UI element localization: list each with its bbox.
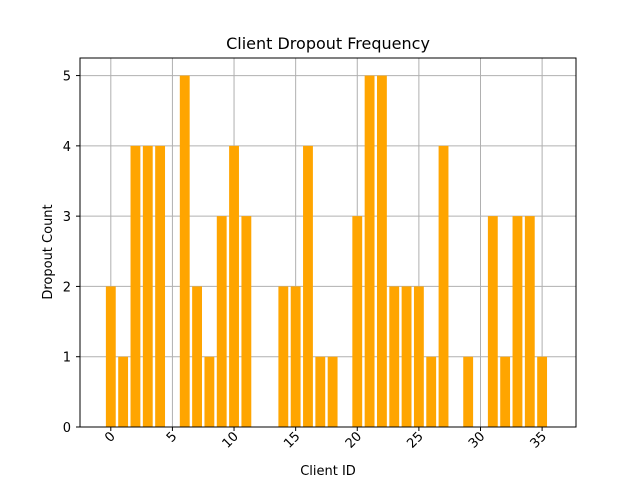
bar-client-34	[524, 216, 535, 427]
bar-client-22	[376, 75, 387, 428]
bar-client-33	[512, 216, 523, 427]
y-tick-label: 0	[63, 421, 71, 436]
x-axis-label: Client ID	[300, 464, 356, 479]
bar-client-0	[105, 286, 116, 427]
x-tick-label: 30	[466, 429, 488, 451]
bar-client-4	[155, 145, 166, 427]
bar-client-18	[327, 356, 338, 427]
x-tick-label: 35	[528, 429, 550, 451]
y-tick-label: 1	[63, 351, 71, 366]
y-axis-label: Dropout Count	[41, 204, 56, 299]
axes-frame	[79, 57, 577, 428]
y-tick-label: 5	[63, 70, 71, 85]
bar-client-21	[364, 75, 375, 428]
bar-client-1	[118, 356, 129, 427]
x-tick-label: 0	[102, 429, 118, 445]
bar-client-29	[463, 356, 474, 427]
bar-client-23	[389, 286, 400, 427]
chart-title: Client Dropout Frequency	[226, 34, 430, 53]
y-tick-label: 4	[63, 140, 71, 155]
bar-client-7	[192, 286, 202, 427]
bar-client-27	[438, 145, 449, 427]
bar-client-9	[216, 216, 227, 427]
bar-client-11	[241, 216, 252, 427]
bar-client-20	[352, 216, 363, 427]
bar-client-32	[500, 356, 511, 427]
x-tick-label: 20	[343, 429, 365, 451]
x-tick-label: 15	[281, 429, 303, 451]
bar-client-24	[401, 286, 412, 427]
y-tick-label: 2	[63, 280, 71, 295]
bar-client-8	[204, 356, 215, 427]
bar-client-26	[426, 356, 437, 427]
y-tick-label: 3	[63, 210, 71, 225]
y-axis-ticks: 0 1 2 3 4 5	[63, 70, 80, 436]
x-tick-label: 5	[164, 429, 180, 445]
bar-client-10	[229, 145, 239, 427]
bar-client-6	[179, 75, 190, 428]
bar-client-31	[487, 216, 498, 427]
x-tick-label: 25	[404, 429, 426, 451]
bar-client-16	[303, 145, 313, 427]
bar-client-14	[278, 286, 289, 427]
bars	[105, 75, 548, 428]
x-tick-label: 10	[220, 429, 242, 451]
bar-client-2	[130, 145, 141, 427]
bar-client-3	[142, 145, 153, 427]
bar-client-35	[537, 356, 548, 427]
x-axis-ticks: 0 5 10 15 20 25 30 35	[102, 427, 550, 452]
bar-client-17	[315, 356, 326, 427]
bar-client-15	[290, 286, 301, 427]
bar-client-25	[413, 286, 424, 427]
